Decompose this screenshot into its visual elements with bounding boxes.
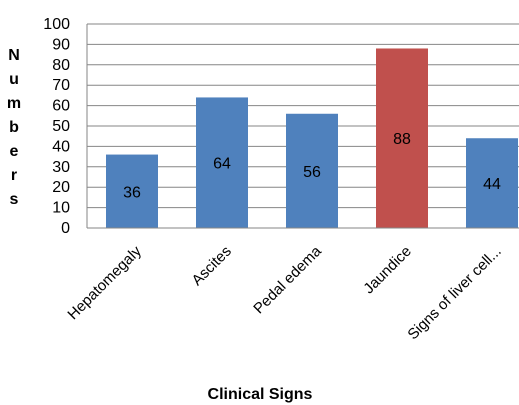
y-tick-label: 80 bbox=[52, 57, 70, 74]
bar-pedal-edema bbox=[286, 113, 338, 228]
y-tick-label: 20 bbox=[52, 179, 70, 196]
category-label: Signs of liver cell... bbox=[404, 243, 504, 343]
bar-jaundice bbox=[376, 48, 428, 229]
y-tick-label: 10 bbox=[52, 200, 70, 217]
data-label: 44 bbox=[483, 176, 501, 193]
y-tick-label: 60 bbox=[52, 98, 70, 115]
category-label: Hepatomegaly bbox=[64, 242, 145, 323]
bar-ascites bbox=[196, 97, 248, 228]
category-label: Ascites bbox=[189, 243, 235, 289]
y-tick-labels: 0 10 20 30 40 50 60 70 80 90 100 bbox=[43, 16, 70, 237]
y-axis-title-letter: e bbox=[10, 143, 19, 160]
y-tick-label: 50 bbox=[52, 118, 70, 135]
bars bbox=[106, 48, 518, 229]
data-labels: 36 64 56 88 44 bbox=[123, 131, 501, 201]
data-label: 56 bbox=[303, 164, 321, 181]
y-axis-title-letter: b bbox=[9, 119, 19, 136]
data-label: 88 bbox=[393, 131, 411, 148]
y-axis-title-letter: s bbox=[10, 191, 19, 208]
bar-hepatomegaly bbox=[106, 154, 158, 228]
y-tick-label: 100 bbox=[43, 16, 70, 33]
data-label: 36 bbox=[123, 184, 141, 201]
y-tick-label: 70 bbox=[52, 77, 70, 94]
category-label: Jaundice bbox=[360, 243, 414, 297]
category-label: Pedal edema bbox=[250, 242, 325, 317]
bar-signs-of-liver-cell bbox=[466, 138, 518, 228]
category-labels: Hepatomegaly Ascites Pedal edema JaundiceSi… bbox=[64, 242, 504, 343]
y-tick-label: 90 bbox=[52, 36, 70, 53]
x-axis-title: Clinical Signs bbox=[208, 386, 313, 403]
y-axis-title-letter: u bbox=[9, 71, 19, 88]
data-label: 64 bbox=[213, 156, 231, 173]
y-tick-label: 0 bbox=[61, 220, 70, 237]
y-axis-title-letter: N bbox=[8, 47, 20, 64]
y-axis-title-letter: m bbox=[7, 95, 21, 112]
y-tick-label: 40 bbox=[52, 138, 70, 155]
y-axis-title-letter: r bbox=[11, 167, 17, 184]
y-tick-label: 30 bbox=[52, 159, 70, 176]
